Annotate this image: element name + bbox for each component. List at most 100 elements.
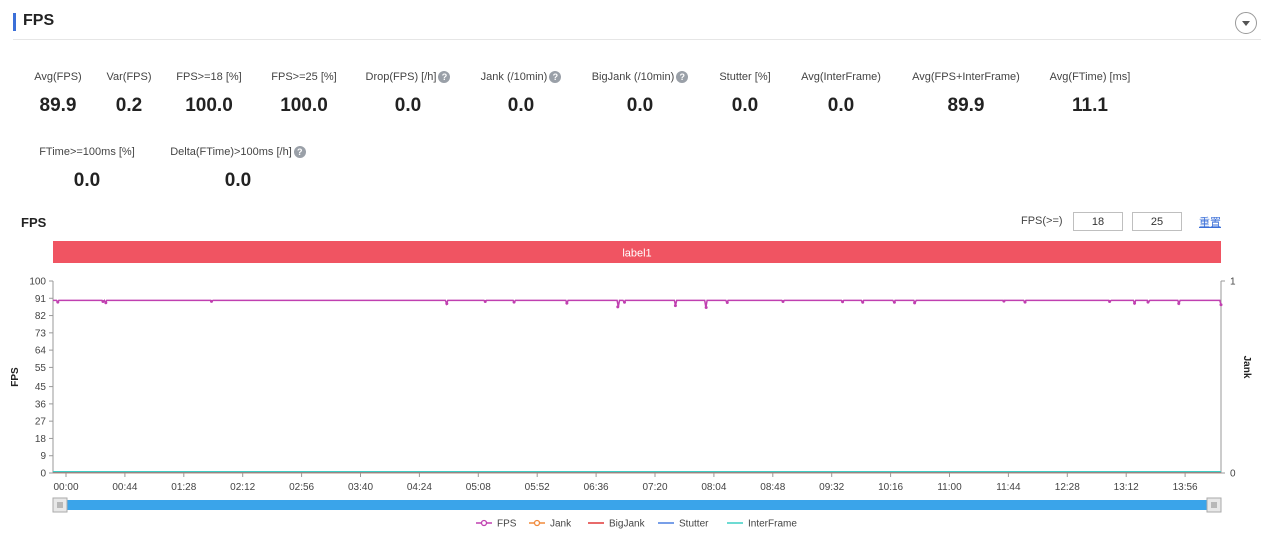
stat-card: Var(FPS) 0.2 <box>49 67 209 117</box>
stat-label-text: Drop(FPS) [/h] <box>365 71 437 83</box>
stat-value: 0.0 <box>507 95 535 116</box>
x-tick-label: 05:52 <box>525 482 550 493</box>
stat-label: FPS>=18 [%] <box>176 71 241 83</box>
fps-point <box>1108 300 1112 304</box>
stat-value: 0.0 <box>827 95 855 116</box>
band-bar <box>53 241 1221 263</box>
fps-point <box>704 305 708 309</box>
stat-label-text: FTime>=100ms [%] <box>39 146 135 158</box>
fps-point <box>1133 301 1137 305</box>
y-tick-label: 18 <box>35 434 47 445</box>
help-icon[interactable]: ? <box>438 71 451 83</box>
stat-label: Avg(InterFrame) <box>801 71 881 83</box>
page-header: FPS <box>13 10 1261 40</box>
fps-point <box>565 301 569 305</box>
fps-point <box>101 300 105 304</box>
x-tick-label: 05:08 <box>466 482 491 493</box>
stat-label-text: BigJank (/10min) <box>591 71 675 83</box>
y-tick-label: 9 <box>40 451 46 462</box>
x-tick-label: 13:12 <box>1114 482 1139 493</box>
stat-label: Avg(FPS) <box>34 71 81 83</box>
stat-label: Avg(FTime) [ms] <box>1050 71 1131 83</box>
stat-label-text: Stutter [%] <box>719 71 771 83</box>
stat-label-text: Delta(FTime)>100ms [/h] <box>170 146 292 158</box>
fps-point <box>781 300 785 304</box>
stat-card: Avg(FPS) 89.9 <box>0 67 138 117</box>
legend-item-bigjank[interactable]: BigJank <box>588 519 646 530</box>
legend-item-jank[interactable]: Jank <box>529 519 572 530</box>
stat-card: Delta(FTime)>100ms [/h]? 0.0 <box>158 142 318 192</box>
fps-point <box>1146 300 1150 304</box>
y-tick-label: 55 <box>35 363 47 374</box>
fps-point <box>104 301 108 305</box>
header-accent-bar <box>13 13 16 31</box>
band-label: label1 <box>622 248 651 260</box>
stat-label-text: Avg(FTime) [ms] <box>1049 71 1131 83</box>
fps-point <box>913 301 917 305</box>
y2-tick-label: 1 <box>1230 277 1236 288</box>
x-tick-label: 12:28 <box>1055 482 1080 493</box>
x-tick-label: 00:44 <box>112 482 137 493</box>
stat-label-text: FPS>=18 [%] <box>176 71 242 83</box>
chart-title: FPS <box>21 215 47 230</box>
x-tick-label: 03:40 <box>348 482 373 493</box>
stat-label: BigJank (/10min)? <box>592 71 689 83</box>
stat-card: Avg(InterFrame) 0.0 <box>761 67 921 117</box>
stat-card: FPS>=25 [%] 100.0 <box>224 67 384 117</box>
help-icon[interactable]: ? <box>549 71 562 83</box>
fps-threshold-1-input[interactable] <box>1073 212 1123 231</box>
x-tick-label: 06:36 <box>584 482 609 493</box>
x-tick-label: 07:20 <box>642 482 667 493</box>
x-tick-label: 09:32 <box>819 482 844 493</box>
help-icon[interactable]: ? <box>676 71 689 83</box>
fps-chart: label1 0 9 18 27 36 45 55 64 73 82 91 100 0 1 FPS Jank 00… <box>10 241 1252 530</box>
x-tick-label: 08:04 <box>701 482 726 493</box>
x-tick-label: 01:28 <box>171 482 196 493</box>
legend-item-fps[interactable]: FPS <box>476 519 517 530</box>
legend-label: InterFrame <box>748 519 797 530</box>
y-tick-label: 45 <box>35 382 47 393</box>
legend-label: Stutter <box>679 519 709 530</box>
legend-marker <box>533 519 541 527</box>
fps-point <box>725 301 729 305</box>
fps-filter-label: FPS(>=) <box>1021 215 1063 227</box>
fps-point <box>623 300 627 304</box>
fps-point <box>56 300 60 304</box>
help-icon[interactable]: ? <box>293 146 306 158</box>
reset-link[interactable]: 重置 <box>1199 217 1221 229</box>
stat-card: FTime>=100ms [%] 0.0 <box>7 142 167 192</box>
range-slider-track <box>59 500 1215 510</box>
collapse-toggle-icon[interactable] <box>1235 12 1257 34</box>
stat-label-text: Avg(InterFrame) <box>801 71 881 83</box>
y-tick-label: 27 <box>35 417 47 428</box>
x-tick-label: 08:48 <box>760 482 785 493</box>
stat-card: FPS>=18 [%] 100.0 <box>129 67 289 117</box>
x-tick-label: 04:24 <box>407 482 432 493</box>
fps-threshold-2-input[interactable] <box>1132 212 1182 231</box>
y-tick-label: 100 <box>29 277 46 288</box>
x-tick-label: 02:12 <box>230 482 255 493</box>
fps-point <box>1023 300 1027 304</box>
stat-label: Avg(FPS+InterFrame) <box>912 71 1020 83</box>
legend-label: FPS <box>497 519 517 530</box>
stat-label: Stutter [%] <box>719 71 770 83</box>
legend-item-stutter[interactable]: Stutter <box>658 519 709 530</box>
stat-label-text: FPS>=25 [%] <box>271 71 337 83</box>
stat-card: Avg(FPS+InterFrame) 89.9 <box>886 67 1046 117</box>
stat-card: Stutter [%] 0.0 <box>665 67 825 117</box>
stat-label-text: Var(FPS) <box>106 71 152 83</box>
x-tick-label: 02:56 <box>289 482 314 493</box>
stat-label-text: Jank (/10min) <box>480 71 548 83</box>
fps-point <box>512 300 516 304</box>
fps-point <box>1219 303 1223 307</box>
x-tick-label: 10:16 <box>878 482 903 493</box>
series-line-fps <box>53 299 1222 308</box>
x-tick-label: 13:56 <box>1173 482 1198 493</box>
stat-card: Jank (/10min)? 0.0 <box>441 67 601 117</box>
stat-card: BigJank (/10min)? 0.0 <box>560 67 720 117</box>
stat-value: 89.9 <box>947 95 985 116</box>
legend-item-interframe[interactable]: InterFrame <box>727 519 797 530</box>
stat-label-text: Avg(FPS) <box>34 71 82 83</box>
y-tick-label: 0 <box>40 469 46 480</box>
stat-value: 100.0 <box>185 95 233 116</box>
